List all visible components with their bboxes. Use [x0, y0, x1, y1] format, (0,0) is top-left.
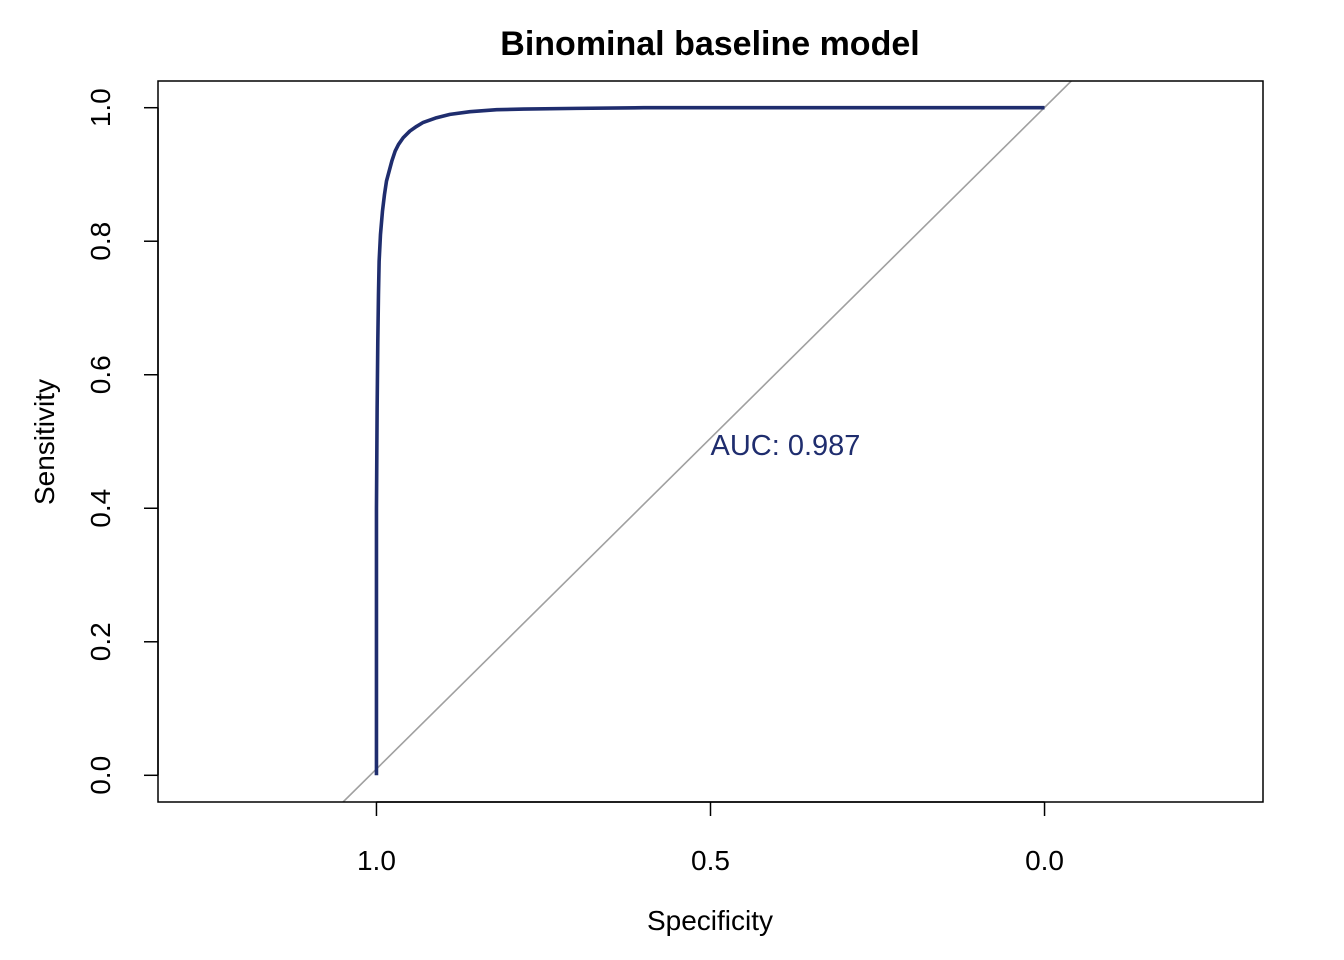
plot-area [342, 81, 1072, 802]
auc-annotation: AUC: 0.987 [711, 430, 861, 462]
y-tick-label: 0.4 [85, 489, 116, 528]
x-tick-label: 0.5 [691, 845, 730, 876]
reference-diagonal-line [342, 81, 1072, 802]
chart-title: Binominal baseline model [500, 25, 919, 63]
y-tick-label: 0.0 [85, 756, 116, 795]
y-axis: 0.0 0.2 0.4 0.6 0.8 1.0 [85, 88, 159, 795]
y-tick-label: 1.0 [85, 88, 116, 127]
y-tick-label: 0.8 [85, 222, 116, 261]
x-tick-label: 0.0 [1025, 845, 1064, 876]
x-tick-label: 1.0 [357, 845, 396, 876]
y-tick-label: 0.6 [85, 355, 116, 394]
roc-curve-line-0 [374, 105, 1045, 776]
y-tick-label: 0.2 [85, 622, 116, 661]
x-axis: 1.0 0.5 0.0 [357, 801, 1064, 876]
x-axis-label: Specificity [647, 905, 773, 936]
y-axis-label: Sensitivity [29, 379, 60, 505]
annotations: AUC: 0.987 [711, 430, 861, 462]
